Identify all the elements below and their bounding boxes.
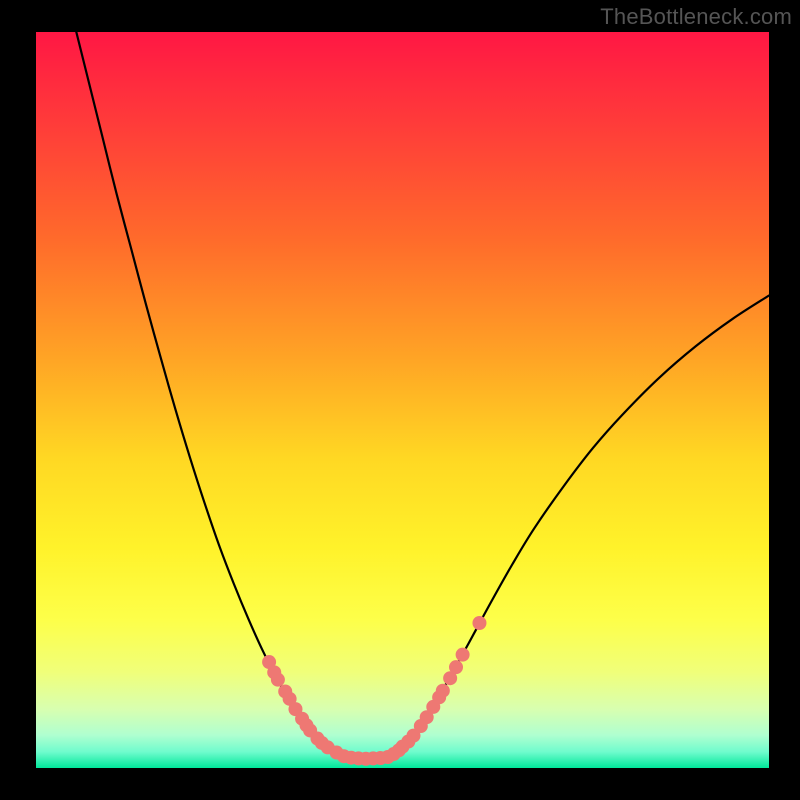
data-marker — [449, 660, 463, 674]
chart-background — [36, 32, 769, 768]
watermark-text: TheBottleneck.com — [600, 4, 792, 30]
chart-svg — [36, 32, 769, 768]
data-marker — [271, 673, 285, 687]
data-marker — [436, 684, 450, 698]
data-marker — [456, 648, 470, 662]
data-marker — [472, 616, 486, 630]
bottleneck-chart — [36, 32, 769, 768]
